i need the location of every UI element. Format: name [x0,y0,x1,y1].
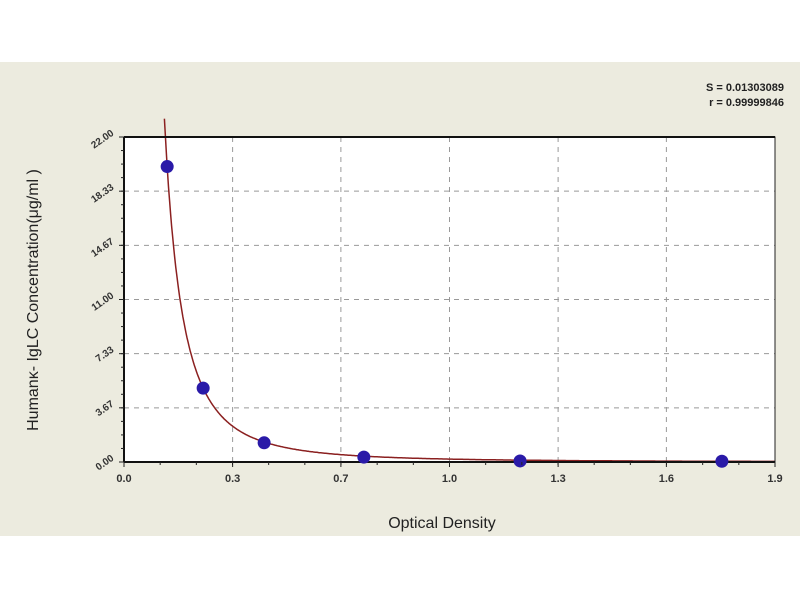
data-point [513,454,527,468]
x-tick-label: 0.3 [225,473,240,485]
x-tick-label: 1.9 [767,473,782,485]
x-tick-label: 1.3 [550,473,565,485]
y-tick-label: 7.33 [94,344,117,364]
x-tick-label: 0.7 [333,473,348,485]
x-tick-label: 1.6 [659,473,674,485]
y-tick-label: 0.00 [94,453,117,473]
y-tick-label: 11.00 [90,290,117,313]
y-tick-label: 14.67 [89,236,116,260]
y-tick-label: 18.33 [89,182,116,206]
x-tick-label: 0.0 [116,473,131,485]
data-point [357,450,371,464]
data-point [160,160,174,174]
fit-stat-r: r = 0.99999846 [709,97,784,109]
fit-stat-s: S = 0.01303089 [706,82,784,94]
x-axis-label: Optical Density [388,515,496,532]
data-point [257,436,271,450]
x-tick-label: 1.0 [442,473,457,485]
y-axis-label: Humanκ- IgLC Concentration(μg/ml ) [25,169,42,431]
data-point [715,454,729,468]
y-tick-label: 3.67 [94,399,117,419]
data-point [196,381,210,395]
y-tick-label: 22.00 [89,128,116,152]
